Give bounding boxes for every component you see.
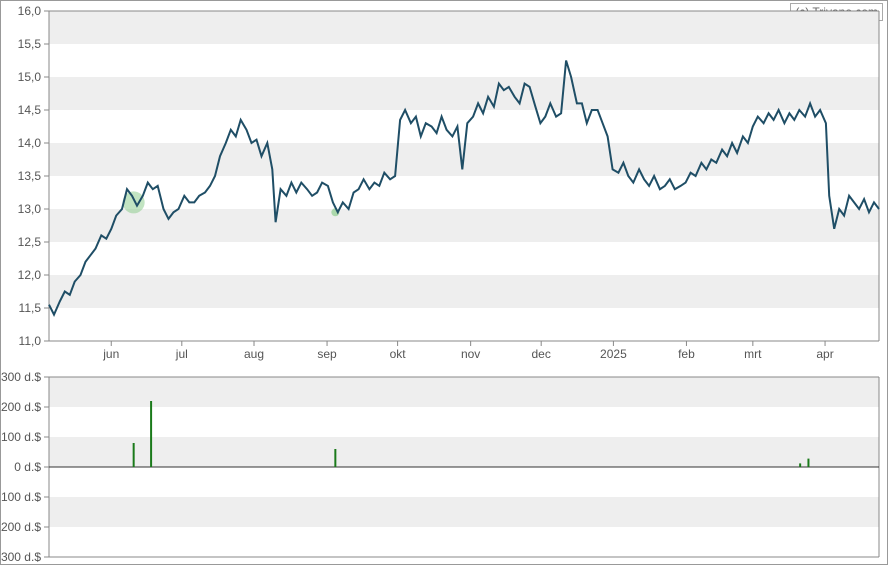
svg-text:-100 d.$: -100 d.$ — [1, 490, 41, 504]
svg-text:0 d.$: 0 d.$ — [14, 460, 41, 474]
svg-text:-200 d.$: -200 d.$ — [1, 520, 41, 534]
volume-chart: -300 d.$ -200 d.$ -100 d.$ 0 d.$ 100 d.$ 200 … — [1, 1, 888, 566]
chart-container: (c) Trivano.com 11,011,512,012,513,013,5… — [0, 0, 888, 565]
svg-text:-300 d.$: -300 d.$ — [1, 550, 41, 564]
svg-text:300 d.$: 300 d.$ — [1, 370, 41, 384]
svg-text:100 d.$: 100 d.$ — [1, 430, 41, 444]
svg-text:200 d.$: 200 d.$ — [1, 400, 41, 414]
